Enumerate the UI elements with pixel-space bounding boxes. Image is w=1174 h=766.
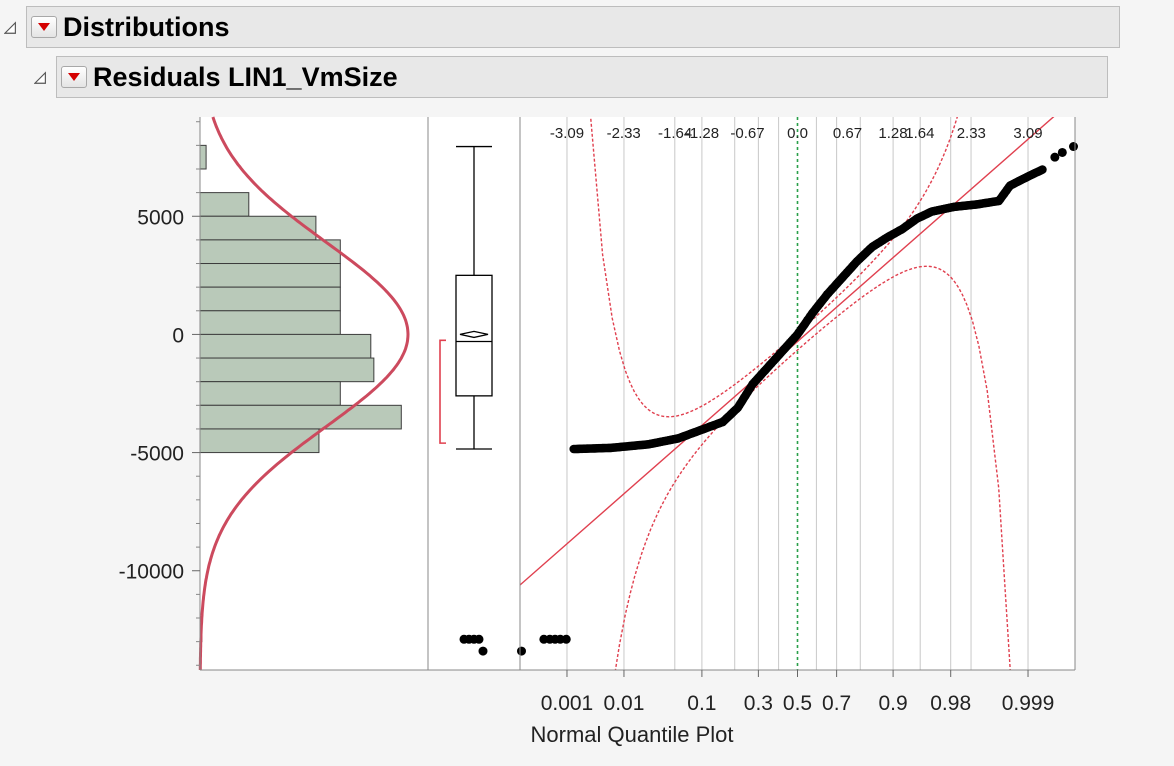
page-title: Distributions <box>63 11 230 42</box>
histogram-bar <box>199 215 317 241</box>
normal-quantile-top-axis: -3.09 -2.33 -1.64-1.28 -0.67 0.0 0.67 1.281.64… <box>550 125 1043 142</box>
top-tick-label: -2.33 <box>607 125 641 142</box>
bottom-tick-label: 0.3 <box>744 692 773 715</box>
quantile-point <box>1057 147 1067 157</box>
histogram-bar <box>199 428 320 454</box>
histogram-bar <box>199 404 402 430</box>
distributions-header[interactable]: Distributions <box>4 6 1120 48</box>
bottom-tick-label: 0.7 <box>822 692 851 715</box>
top-tick-label: 0.67 <box>833 125 862 142</box>
bottom-tick-label: 0.5 <box>783 692 812 715</box>
top-tick-label: 0.0 <box>787 125 808 142</box>
bottom-tick-label: 0.999 <box>1002 692 1055 715</box>
bottom-tick-label: 0.98 <box>930 692 971 715</box>
top-tick-label: 1.28 <box>878 125 907 142</box>
histogram-bar <box>199 263 341 288</box>
histogram-bar <box>199 286 341 312</box>
disclosure-triangle-icon[interactable] <box>34 71 48 85</box>
red-dropdown-icon[interactable] <box>61 66 87 88</box>
top-tick-label: 1.64 <box>905 125 934 142</box>
quantile-point <box>516 646 526 656</box>
residuals-header[interactable]: Residuals LIN1_VmSize <box>34 56 1108 98</box>
probability-bottom-axis: 0.001 0.01 0.1 0.3 0.5 0.7 0.9 0.98 0.999 <box>541 670 1055 715</box>
histogram-bar <box>199 310 341 335</box>
quantile-point <box>1038 165 1047 174</box>
y-tick-label: -5000 <box>130 443 184 466</box>
quantile-point <box>1050 152 1060 162</box>
bottom-tick-label: 0.9 <box>878 692 907 715</box>
normal-fit-line <box>520 117 1055 586</box>
top-tick-label: -0.67 <box>730 125 764 142</box>
top-tick-label: -3.09 <box>550 125 584 142</box>
top-tick-label: -1.64 <box>658 125 692 142</box>
disclosure-triangle-icon[interactable] <box>4 21 18 35</box>
shortest-half-bracket <box>439 339 446 444</box>
section-title: Residuals LIN1_VmSize <box>93 61 398 92</box>
top-tick-label: 3.09 <box>1013 125 1042 142</box>
quantile-gridlines <box>566 117 1029 670</box>
y-tick-label: -10000 <box>119 561 184 584</box>
outlier-point <box>474 634 484 644</box>
top-tick-label: -1.28 <box>685 125 719 142</box>
histogram-bar <box>199 192 250 217</box>
y-tick-label: 5000 <box>137 206 184 229</box>
outlier-box-plot <box>439 145 493 656</box>
histogram-bar <box>199 333 372 359</box>
y-tick-label: 0 <box>172 324 184 347</box>
bottom-tick-label: 0.001 <box>541 692 594 715</box>
y-axis: 5000 0 -5000 -10000 <box>119 121 200 666</box>
upper-confidence-band <box>589 117 958 418</box>
quantile-plot-xlabel: Normal Quantile Plot <box>531 722 734 747</box>
outlier-point <box>478 646 488 656</box>
histogram-bar <box>199 239 341 265</box>
red-dropdown-icon[interactable] <box>31 16 57 38</box>
top-tick-label: 2.33 <box>957 125 986 142</box>
quantile-point <box>1069 142 1079 152</box>
normal-density-curve <box>198 116 410 670</box>
histogram-bars <box>199 144 402 643</box>
histogram-bar <box>199 381 341 406</box>
bottom-tick-label: 0.01 <box>604 692 645 715</box>
quantile-points <box>516 142 1079 656</box>
mean-diamond <box>459 330 489 339</box>
histogram-bar <box>199 357 375 383</box>
quantile-point <box>561 634 571 644</box>
bottom-tick-label: 0.1 <box>687 692 716 715</box>
histogram-bar <box>199 144 207 170</box>
